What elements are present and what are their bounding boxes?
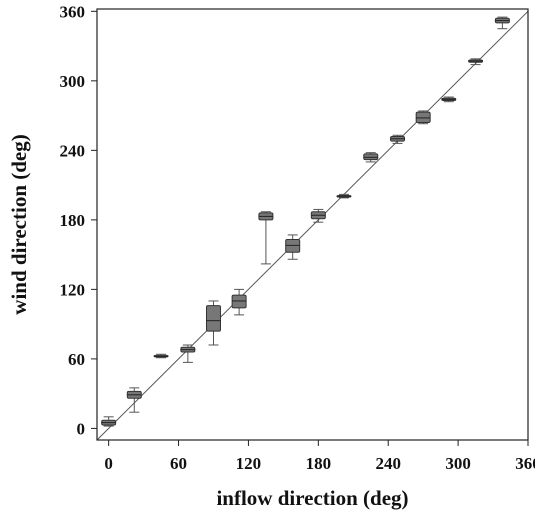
box-item — [363, 152, 379, 163]
box-item — [231, 288, 247, 316]
x-axis-title: inflow direction (deg) — [216, 486, 408, 510]
x-tick-label: 360 — [515, 454, 535, 473]
y-axis: 0 60 120 180 240 300 360 — [60, 2, 97, 438]
box-item — [468, 58, 484, 66]
box-item — [441, 96, 457, 103]
y-tick-label: 180 — [60, 211, 86, 230]
y-tick-label: 60 — [68, 350, 85, 369]
x-tick-label: 120 — [236, 454, 262, 473]
x-axis: 0 60 120 180 240 300 360 — [104, 440, 535, 473]
plot-frame — [96, 8, 529, 441]
y-tick-label: 240 — [60, 141, 86, 160]
x-tick-label: 60 — [170, 454, 187, 473]
box-item — [494, 16, 510, 30]
x-tick-label: 0 — [104, 454, 113, 473]
box-iqr — [415, 111, 431, 124]
box-iqr — [363, 153, 379, 161]
box-item — [258, 211, 274, 265]
box-item — [126, 387, 142, 413]
box-item — [205, 300, 221, 346]
box-iqr — [285, 239, 301, 253]
box-item — [153, 353, 169, 359]
box-item — [310, 208, 326, 223]
box-series — [101, 16, 510, 427]
box-iqr — [231, 294, 247, 309]
box-item — [285, 234, 301, 260]
box-item — [180, 344, 196, 363]
y-tick-label: 300 — [60, 72, 86, 91]
y-tick-label: 120 — [60, 280, 86, 299]
x-tick-label: 180 — [306, 454, 332, 473]
x-tick-label: 240 — [375, 454, 401, 473]
identity-reference-line — [96, 10, 529, 441]
box-iqr — [205, 305, 221, 332]
y-axis-title: wind direction (deg) — [7, 134, 31, 314]
y-tick-label: 360 — [60, 2, 86, 21]
box-item — [415, 110, 431, 125]
y-tick-label: 0 — [77, 419, 86, 438]
box-item — [390, 134, 406, 144]
x-tick-label: 300 — [445, 454, 471, 473]
box-item — [336, 193, 352, 199]
box-item — [101, 416, 117, 427]
